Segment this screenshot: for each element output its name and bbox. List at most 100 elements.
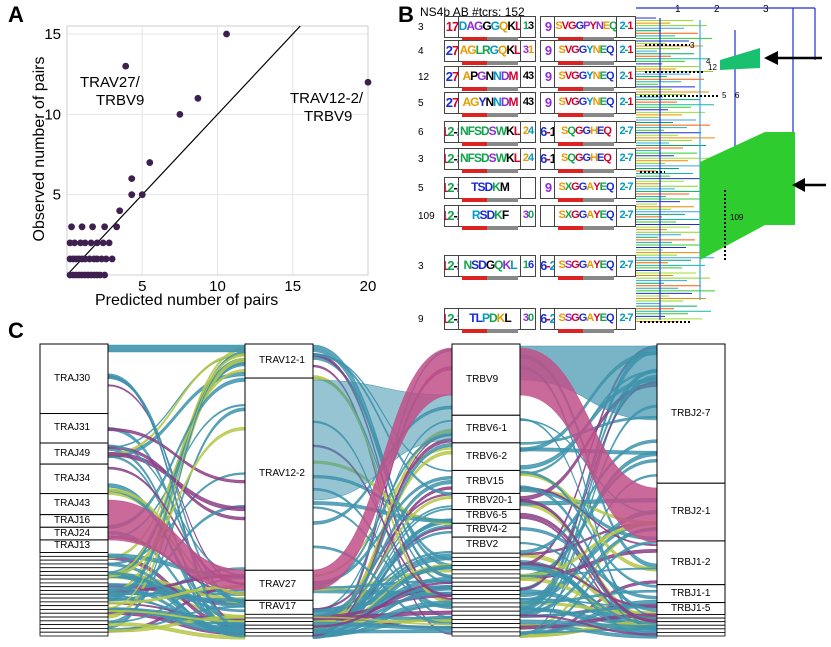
scatter-point xyxy=(122,62,130,70)
cluster-size: 5 xyxy=(418,183,424,194)
scatter-point xyxy=(108,255,116,263)
scatter-point xyxy=(78,223,86,231)
tree-node-count: 4 xyxy=(706,57,711,66)
scatter-point xyxy=(223,30,230,38)
sankey-node-label: TRAV12-2 xyxy=(259,468,305,480)
sankey-node-small xyxy=(39,612,109,618)
sankey-node-label: TRBV15 xyxy=(466,475,504,487)
sankey-flows xyxy=(107,344,658,640)
sankey-node-label: TRAV27 xyxy=(259,579,297,591)
cdr3-source-bar xyxy=(558,329,614,333)
tra-v-logo: 12-2 xyxy=(444,177,460,199)
scatter-ticks: 5 10 15 20 5 10 15 xyxy=(44,26,376,295)
sankey-node-small xyxy=(656,621,726,626)
scatter-point xyxy=(105,239,113,247)
sankey-node-label: TRAV12-1 xyxy=(259,355,305,367)
trb-j-logo: 2-7 xyxy=(616,308,636,330)
sankey-node-label: TRBV6-2 xyxy=(466,450,508,462)
sankey-node-small xyxy=(244,613,314,619)
sankey-node xyxy=(39,343,109,415)
scatter-point xyxy=(146,159,154,166)
cdr3-source-bar xyxy=(558,37,614,41)
sankey-node-small xyxy=(39,590,109,595)
sankey-node-label: TRBJ1-1 xyxy=(671,587,711,599)
cdr3-source-bar xyxy=(558,198,614,202)
cluster-size: 3 xyxy=(418,154,424,165)
sankey-node-label: TRBJ2-1 xyxy=(671,506,711,518)
scatter-point xyxy=(99,239,107,247)
sankey-node-label: TRBV2 xyxy=(466,539,499,551)
sankey-node-small xyxy=(451,561,521,567)
sankey-node-label: TRAJ24 xyxy=(54,527,91,539)
scatter-point xyxy=(87,239,95,247)
depth-tick-1: 1 xyxy=(675,4,681,15)
sankey-node-small xyxy=(39,552,109,557)
sankey-node xyxy=(656,343,726,484)
cdr3-source-bar xyxy=(558,142,614,146)
scatter-point xyxy=(68,223,75,231)
cluster-size: 109 xyxy=(418,211,435,222)
sankey-node-small xyxy=(39,574,109,580)
sankey-node-small xyxy=(244,621,314,626)
scatter-point xyxy=(128,175,136,183)
sankey-node-small xyxy=(451,581,521,587)
sankey-node-small xyxy=(451,623,521,629)
trb-v-logo: 9 xyxy=(540,40,556,62)
cdr3-source-bar xyxy=(462,169,518,173)
sankey-node-small xyxy=(244,617,314,622)
scatter-frame xyxy=(66,25,369,276)
scatter-point xyxy=(116,207,124,215)
sankey-nodes xyxy=(39,343,726,637)
sankey-node-small xyxy=(656,624,726,630)
tra-v-logo: 12-2 xyxy=(444,121,460,143)
sankey-node-small xyxy=(451,590,521,596)
tree-node-count: 109 xyxy=(730,213,744,222)
sankey-node-small xyxy=(451,556,521,562)
x-tick-label: 5 xyxy=(138,278,146,295)
sankey-node xyxy=(244,569,314,601)
sankey-node-small xyxy=(39,578,109,584)
tra-j-logo xyxy=(520,177,536,199)
sankey-flow-major xyxy=(107,344,246,353)
sankey-node-small xyxy=(244,624,314,630)
cdr3-source-bar xyxy=(462,61,518,65)
tree-node-count: 12 xyxy=(708,63,717,72)
sankey-node-label: TRAJ49 xyxy=(54,447,91,459)
y-tick-label: 5 xyxy=(53,187,61,204)
cdr3-source-bar xyxy=(558,113,614,117)
sankey-node-small xyxy=(39,601,109,607)
identity-line xyxy=(66,25,301,276)
scatter-point xyxy=(364,78,372,86)
sankey-node-small xyxy=(451,552,521,558)
sankey-node-small xyxy=(451,631,521,637)
trb-j-logo: 2-7 xyxy=(616,121,636,143)
sankey-node-small xyxy=(656,632,726,637)
sankey-node-label: TRAJ13 xyxy=(54,540,91,552)
sankey-node xyxy=(244,343,314,379)
sankey-node xyxy=(39,463,109,495)
sankey-node-small xyxy=(39,567,109,572)
sankey-node-small xyxy=(39,586,109,591)
sankey-node-small xyxy=(451,619,521,624)
cdr3-source-bar xyxy=(558,61,614,65)
sankey-node-small xyxy=(39,559,109,565)
sankey-node-small xyxy=(451,585,521,591)
sankey-node-small xyxy=(656,628,726,633)
cluster-size: 4 xyxy=(418,46,424,57)
cdr3-source-bar xyxy=(462,198,518,202)
sankey-node-label: TRAV17 xyxy=(259,601,297,613)
x-tick-label: 20 xyxy=(360,278,377,295)
sankey-node-label: TRAJ43 xyxy=(54,498,91,510)
cluster-size: 3 xyxy=(418,22,424,33)
panel-b-title: NS4b AB #tcrs: 152 xyxy=(420,5,525,19)
